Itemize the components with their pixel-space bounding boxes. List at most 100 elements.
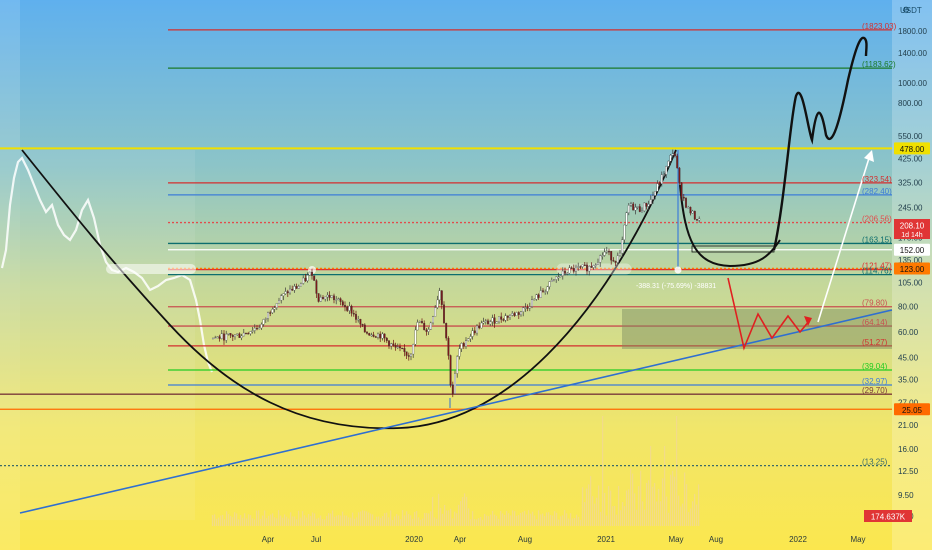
candle-body bbox=[555, 276, 558, 280]
volume-bar bbox=[232, 517, 234, 526]
y-tick-label: 27.00 bbox=[898, 399, 919, 408]
volume-bar bbox=[450, 508, 452, 526]
candle-body bbox=[660, 174, 663, 184]
settings-icon[interactable]: ⚙ bbox=[902, 5, 910, 15]
volume-bar bbox=[270, 514, 272, 526]
volume-bar bbox=[280, 515, 282, 526]
volume-bar bbox=[632, 473, 634, 526]
candle-body bbox=[324, 296, 327, 300]
candle-body bbox=[621, 239, 624, 254]
volume-bar bbox=[536, 519, 538, 526]
volume-bar bbox=[488, 516, 490, 526]
support-trendline bbox=[19, 309, 893, 514]
level-badge-label: 152.00 bbox=[900, 246, 925, 255]
candle-body bbox=[212, 337, 214, 340]
candle-body bbox=[240, 335, 243, 338]
volume-bar bbox=[428, 513, 430, 526]
candle-body bbox=[623, 224, 626, 240]
volume-bar bbox=[576, 514, 578, 526]
candle-body bbox=[566, 272, 569, 275]
volume-bar bbox=[258, 510, 260, 526]
candle-body bbox=[561, 270, 564, 277]
x-tick-label: Aug bbox=[709, 535, 723, 544]
volume-bar bbox=[516, 515, 518, 526]
volume-bar bbox=[212, 515, 214, 526]
candle-body bbox=[267, 312, 269, 319]
candle-body bbox=[553, 279, 555, 281]
candle-body bbox=[286, 291, 289, 294]
volume-bar bbox=[598, 485, 600, 526]
level-badge-label: 25.05 bbox=[902, 406, 923, 415]
candle-body bbox=[385, 337, 388, 341]
volume-bar bbox=[242, 517, 244, 526]
volume-bar bbox=[372, 514, 374, 526]
volume-bar bbox=[664, 446, 666, 526]
candle-body bbox=[223, 333, 225, 341]
volume-bar bbox=[592, 496, 594, 526]
candle-body bbox=[531, 299, 533, 307]
y-tick-label: 425.00 bbox=[898, 155, 923, 164]
volume-bar bbox=[264, 510, 266, 526]
volume-bar bbox=[690, 508, 692, 526]
volume-bar bbox=[570, 513, 572, 526]
volume-bar bbox=[304, 515, 306, 526]
volume-bar bbox=[286, 516, 288, 526]
volume-bar bbox=[224, 519, 226, 526]
candle-body bbox=[271, 309, 274, 313]
volume-bar bbox=[480, 516, 482, 526]
candle-body bbox=[696, 219, 698, 221]
candle-body bbox=[636, 206, 639, 208]
volume-bar bbox=[410, 515, 412, 526]
volume-bar bbox=[378, 516, 380, 526]
candle-body bbox=[394, 345, 397, 348]
volume-bar bbox=[660, 501, 662, 526]
level-label: (39.04) bbox=[862, 362, 888, 371]
candle-body bbox=[405, 351, 408, 356]
candle-body bbox=[443, 304, 445, 324]
volume-bar bbox=[588, 484, 590, 526]
y-tick-label: 245.00 bbox=[898, 203, 923, 212]
level-badge bbox=[894, 262, 930, 275]
candle-body bbox=[502, 319, 505, 321]
volume-bar bbox=[390, 510, 392, 526]
volume-bar bbox=[616, 514, 618, 526]
candle-body bbox=[594, 264, 597, 266]
volume-bar bbox=[612, 506, 614, 526]
candle-body bbox=[495, 321, 498, 324]
candle-body bbox=[542, 290, 544, 292]
candle-body bbox=[489, 321, 492, 325]
candle-body bbox=[304, 277, 307, 282]
candle-body bbox=[423, 322, 426, 331]
level-labels: (1823.03) (1183.62) 478.00 (323.54) (282.40)… bbox=[862, 22, 930, 467]
candle-body bbox=[643, 202, 646, 212]
volume-bar bbox=[318, 517, 320, 526]
volume-bar bbox=[382, 516, 384, 526]
volume-bar bbox=[508, 513, 510, 526]
volume-bar bbox=[250, 515, 252, 526]
volume-bar bbox=[478, 518, 480, 526]
volume-bar bbox=[332, 510, 334, 526]
candle-body bbox=[546, 286, 549, 292]
candle-body bbox=[544, 291, 547, 293]
level-badge bbox=[894, 403, 930, 416]
candle-body bbox=[330, 295, 333, 298]
candle-body bbox=[374, 336, 377, 338]
y-tick-label: 21.00 bbox=[898, 421, 919, 430]
volume-bar bbox=[394, 516, 396, 526]
volume-bar bbox=[260, 518, 262, 526]
volume-bar bbox=[432, 496, 434, 526]
candle-body bbox=[482, 321, 485, 324]
volume-bar bbox=[392, 519, 394, 526]
volume-bar bbox=[620, 510, 622, 526]
volume-bar bbox=[670, 474, 672, 526]
volume-bar bbox=[368, 512, 370, 526]
candle-body bbox=[425, 329, 428, 332]
level-badge bbox=[894, 243, 930, 256]
x-tick-label: May bbox=[668, 535, 683, 544]
volume-bar bbox=[384, 513, 386, 526]
candle-body bbox=[363, 324, 366, 333]
volume-bar bbox=[486, 515, 488, 526]
candle-body bbox=[528, 306, 531, 309]
